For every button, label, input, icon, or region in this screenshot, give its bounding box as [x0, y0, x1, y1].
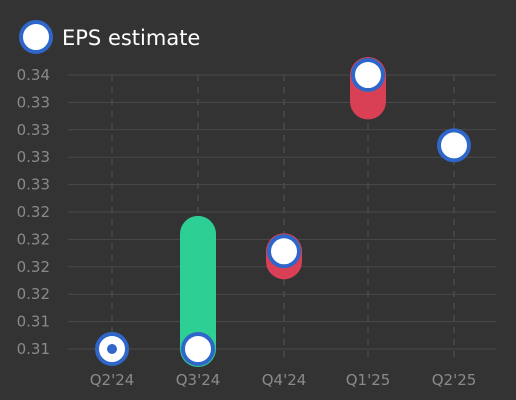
y-tick-label: 0.31: [17, 340, 50, 358]
y-tick-label: 0.33: [17, 148, 50, 166]
legend-marker-eps-estimate: [19, 20, 53, 54]
y-tick-label: 0.32: [17, 285, 50, 303]
estimate-marker-q1-25: [351, 58, 385, 92]
actual-marker-q2-24: [107, 344, 117, 354]
x-tick-label: Q2'25: [432, 371, 477, 389]
y-tick-label: 0.32: [17, 203, 50, 221]
y-tick-label: 0.33: [17, 176, 50, 194]
estimate-markers: [95, 58, 471, 366]
y-tick-label: 0.32: [17, 230, 50, 248]
x-tick-label: Q1'25: [346, 371, 391, 389]
y-tick-label: 0.34: [17, 66, 50, 84]
estimate-marker-q2-25: [437, 128, 471, 163]
y-tick-label: 0.33: [17, 121, 50, 139]
y-axis: 0.31 0.31 0.32 0.32 0.32 0.32 0.33 0.33 0.33 0.33…: [17, 66, 50, 358]
estimate-marker-q3-24: [181, 332, 215, 366]
y-tick-label: 0.31: [17, 313, 50, 331]
legend: EPS estimate: [19, 20, 200, 54]
legend-label-eps-estimate: EPS estimate: [62, 26, 200, 50]
x-tick-label: Q2'24: [90, 371, 135, 389]
estimate-marker-q4-24: [267, 234, 301, 269]
grid-lines: [68, 74, 496, 363]
difference-bar-q3-24: [180, 215, 216, 367]
x-tick-label: Q4'24: [262, 371, 307, 389]
y-tick-label: 0.33: [17, 93, 50, 111]
x-tick-label: Q3'24: [176, 371, 221, 389]
y-tick-label: 0.32: [17, 258, 50, 276]
x-axis: Q2'24 Q3'24 Q4'24 Q1'25 Q2'25: [90, 371, 477, 389]
